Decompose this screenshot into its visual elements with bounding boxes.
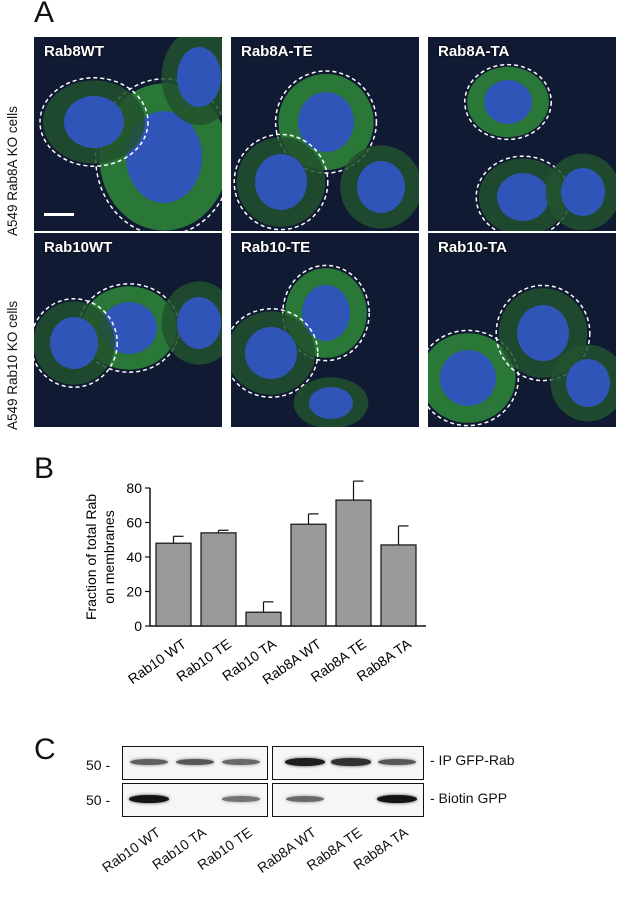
nucleus bbox=[101, 302, 157, 354]
micrograph-label: Rab10-TE bbox=[241, 239, 311, 256]
scale-bar bbox=[44, 213, 74, 216]
nucleus bbox=[497, 173, 549, 221]
nucleus bbox=[255, 154, 307, 210]
micrograph: Rab10-TE bbox=[231, 233, 419, 427]
micrograph: Rab8A-TE bbox=[231, 37, 419, 231]
micrograph-label: Rab10-TA bbox=[438, 239, 507, 256]
micrograph: Rab10-TA bbox=[428, 233, 616, 427]
blot-biotin-right bbox=[272, 783, 424, 817]
nucleus bbox=[566, 359, 610, 407]
bar bbox=[290, 523, 327, 627]
blot-band bbox=[286, 796, 324, 802]
cell-outline bbox=[464, 63, 552, 141]
bar bbox=[380, 544, 417, 627]
nucleus bbox=[357, 161, 405, 213]
nucleus bbox=[245, 327, 297, 379]
micrograph-image bbox=[428, 37, 616, 231]
nucleus bbox=[561, 168, 605, 216]
y-axis-label: on membranes bbox=[101, 510, 117, 603]
blot-band bbox=[331, 758, 371, 766]
bar-chart: 0 20 40 60 80 Fraction of total Rab on membran… bbox=[83, 480, 426, 687]
micrograph-label: Rab8A-TE bbox=[241, 43, 313, 60]
nucleus bbox=[64, 96, 124, 148]
mw-marker-bottom: 50 - bbox=[86, 792, 111, 808]
nucleus bbox=[177, 297, 221, 349]
blot-band bbox=[222, 759, 260, 765]
y-tick-label: 20 bbox=[126, 584, 142, 600]
y-axis-label: Fraction of total Rab bbox=[83, 494, 99, 620]
bar bbox=[335, 499, 372, 627]
micrograph-image bbox=[34, 233, 222, 427]
blot-band bbox=[129, 758, 169, 766]
row-label-top: A549 Rab8A KO cells bbox=[5, 106, 20, 236]
blot-ip-right bbox=[272, 746, 424, 780]
nucleus bbox=[302, 285, 350, 341]
nucleus bbox=[440, 350, 496, 406]
micrograph-label: Rab10WT bbox=[44, 239, 113, 256]
blot-band bbox=[377, 795, 417, 803]
nucleus bbox=[484, 80, 532, 124]
cell-outline bbox=[39, 77, 149, 167]
y-tick-label: 40 bbox=[126, 549, 142, 565]
cell-outline bbox=[233, 133, 329, 231]
nucleus bbox=[309, 387, 353, 419]
bar bbox=[245, 611, 282, 627]
blot-label-biotin: - Biotin GPP bbox=[430, 790, 508, 806]
cell-outline bbox=[231, 308, 319, 398]
micrograph: Rab8WT bbox=[34, 37, 222, 231]
cell-outline bbox=[274, 70, 378, 174]
panel-letter-a: A bbox=[34, 0, 55, 29]
micrograph-label: Rab8WT bbox=[44, 43, 104, 60]
mw-marker-top: 50 - bbox=[86, 757, 111, 773]
cell-outline bbox=[428, 329, 520, 427]
blot-ip-left bbox=[122, 746, 268, 780]
nucleus bbox=[177, 47, 221, 107]
blot-label-ip: - IP GFP-Rab bbox=[430, 752, 515, 768]
bar bbox=[155, 542, 192, 627]
blot-band bbox=[129, 795, 169, 803]
micrograph-image bbox=[231, 233, 419, 427]
micrograph: Rab8A-TA bbox=[428, 37, 616, 231]
panel-letter-c: C bbox=[34, 733, 56, 766]
panel-letter-b: B bbox=[34, 452, 55, 485]
bar bbox=[200, 532, 237, 627]
blot-band bbox=[285, 758, 325, 766]
blot-biotin-left bbox=[122, 783, 268, 817]
micrograph-image bbox=[231, 37, 419, 231]
row-label-bottom: A549 Rab10 KO cells bbox=[5, 300, 20, 430]
blot-lane-label: Rab10 WT bbox=[99, 824, 164, 876]
cell-outline bbox=[34, 298, 118, 388]
y-tick-label: 60 bbox=[126, 515, 142, 531]
blot-band bbox=[377, 758, 417, 766]
nucleus bbox=[517, 305, 569, 361]
nucleus bbox=[50, 317, 98, 369]
blot-band bbox=[175, 758, 215, 766]
micrograph-image bbox=[428, 233, 616, 427]
y-tick-label: 80 bbox=[126, 480, 142, 496]
y-tick-label: 0 bbox=[134, 618, 142, 634]
micrograph-label: Rab8A-TA bbox=[438, 43, 510, 60]
nucleus bbox=[126, 111, 202, 203]
cell-outline bbox=[495, 284, 591, 382]
micrograph-image bbox=[34, 37, 222, 231]
blot-band bbox=[222, 796, 260, 802]
nucleus bbox=[298, 92, 354, 152]
micrograph: Rab10WT bbox=[34, 233, 222, 427]
